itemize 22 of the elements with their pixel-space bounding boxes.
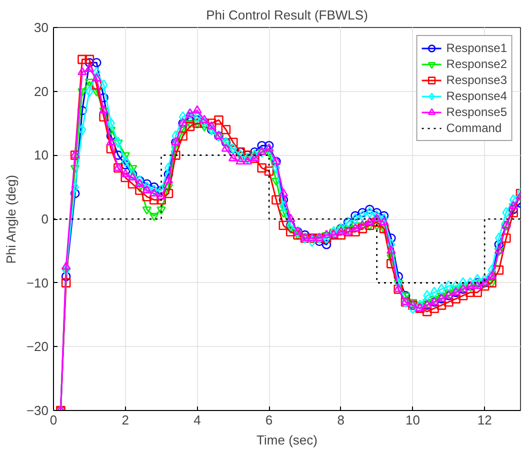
x-tick-label: 6	[265, 412, 273, 428]
x-tick-label: 4	[194, 412, 201, 428]
y-tick-label: −20	[26, 339, 49, 354]
y-tick-label: 0	[41, 212, 49, 226]
y-axis-title: Phi Angle (deg)	[3, 174, 18, 264]
legend-label: Response4	[446, 88, 507, 104]
y-tick-label: −10	[26, 275, 49, 290]
x-tick-label: 12	[477, 412, 492, 428]
x-tick-label: 10	[406, 412, 420, 428]
chart-title: Phi Control Result (FBWLS)	[206, 8, 368, 22]
y-tick-label: 10	[34, 148, 49, 163]
legend-label: Command	[446, 120, 502, 136]
legend-label: Response2	[446, 56, 507, 72]
legend-label: Response1	[446, 40, 507, 56]
y-tick-label: 20	[34, 84, 49, 99]
x-tick-label: 2	[122, 412, 129, 428]
x-tick-label: 8	[337, 412, 345, 428]
legend-label: Response5	[446, 104, 507, 120]
y-tick-label: 30	[34, 20, 49, 35]
x-axis-title: Time (sec)	[256, 432, 318, 448]
y-tick-label: −30	[26, 403, 49, 418]
legend-label: Response3	[446, 72, 507, 88]
